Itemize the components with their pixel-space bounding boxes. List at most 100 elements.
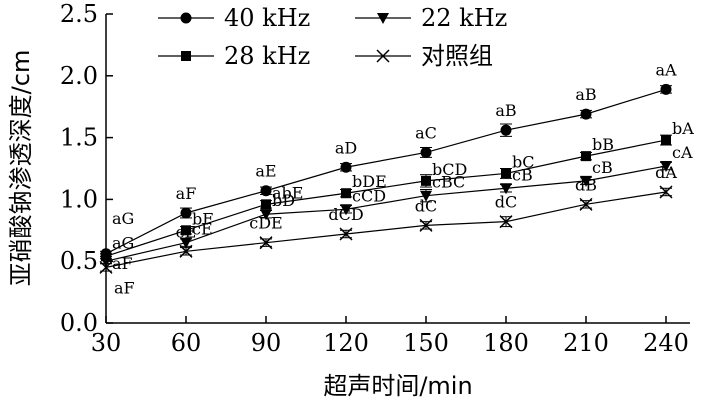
data-point-x	[659, 185, 673, 199]
y-tick-label: 2.0	[60, 62, 98, 90]
significance-label: bA	[672, 119, 694, 138]
data-point-square	[581, 151, 591, 162]
data-point-triangle	[180, 237, 192, 249]
data-point-x	[179, 244, 193, 258]
x-tick-label: 180	[483, 329, 529, 357]
y-tick-label: 2.5	[60, 0, 98, 28]
significance-label: dC	[415, 196, 437, 215]
y-tick-label: 0.0	[60, 309, 98, 337]
significance-label: aF	[112, 254, 133, 273]
data-point-circle	[180, 12, 192, 24]
data-point-square	[421, 175, 431, 186]
significance-label: bDE	[352, 172, 387, 191]
x-tick-label: 120	[323, 329, 369, 357]
data-point-circle	[500, 124, 512, 136]
data-point-x	[339, 227, 353, 241]
data-point-circle	[580, 108, 592, 120]
significance-label: bB	[592, 135, 614, 154]
series-x	[99, 185, 673, 274]
data-point-circle	[420, 146, 432, 158]
plot-area: 0.0 0.5 1.0 1.5 2.0 2.5 30 60 90 120 150 180 210 240…	[60, 0, 694, 357]
series-line	[105, 139, 667, 257]
series-line	[105, 191, 667, 268]
y-axis-title: 亚硝酸钠渗透深度/cm	[7, 50, 35, 287]
series-line	[105, 88, 667, 255]
significance-label: aC	[415, 123, 437, 142]
significance-label: bCD	[432, 160, 467, 179]
x-axis-title: 超声时间/min	[323, 372, 472, 400]
legend-item: 40 kHz	[158, 4, 310, 32]
significance-label: cB	[512, 165, 533, 184]
significance-label: aA	[655, 60, 677, 79]
data-point-triangle	[420, 190, 432, 202]
significance-label: dC	[495, 193, 517, 212]
significance-label: bD	[272, 191, 295, 210]
legend-item: 28 kHz	[158, 42, 310, 70]
data-point-x	[499, 215, 513, 229]
significance-label: aB	[575, 85, 596, 104]
data-point-circle	[340, 161, 352, 173]
y-tick-label: 1.0	[60, 185, 98, 213]
legend-label: 40 kHz	[224, 4, 310, 32]
significance-label: aB	[495, 101, 516, 120]
x-tick-label: 240	[643, 329, 689, 357]
significance-label: dB	[575, 175, 597, 194]
significance-label: aF	[114, 278, 135, 297]
data-point-circle	[660, 83, 672, 95]
data-point-x	[419, 218, 433, 232]
significance-label: dA	[655, 163, 677, 182]
legend-label: 28 kHz	[224, 42, 310, 70]
significance-label: cA	[672, 143, 693, 162]
significance-label: aF	[176, 184, 197, 203]
x-axis-ticks: 30 60 90 120 150 180 210 240	[91, 316, 689, 357]
legend-item: 22 kHz	[355, 4, 507, 32]
data-point-square	[261, 199, 271, 210]
significance-label: cE	[176, 222, 197, 241]
data-point-x	[579, 197, 593, 211]
legend-label: 对照组	[421, 42, 493, 70]
data-point-triangle	[660, 161, 672, 173]
significance-label: dCD	[328, 205, 363, 224]
data-point-square	[341, 188, 351, 199]
data-point-x	[99, 260, 113, 274]
significance-label: abE	[272, 183, 303, 202]
significance-label: aG	[112, 209, 134, 228]
significance-label: cBC	[432, 173, 465, 192]
significance-label: cCD	[352, 186, 386, 205]
x-tick-label: 60	[171, 329, 202, 357]
legend: 40 kHz 22 kHz 28 kHz 对照组	[158, 4, 507, 70]
data-point-circle	[260, 185, 272, 197]
legend-item: 对照组	[355, 42, 493, 70]
significance-label: bC	[512, 152, 534, 171]
significance-label: aG	[112, 233, 134, 252]
data-point-triangle	[260, 209, 272, 221]
y-tick-label: 1.5	[60, 124, 98, 152]
data-point-square	[101, 251, 111, 262]
significance-label: cDE	[249, 214, 282, 233]
data-point-square	[181, 225, 191, 236]
data-point-square	[501, 168, 511, 179]
legend-label: 22 kHz	[421, 4, 507, 32]
data-point-x	[259, 236, 273, 250]
y-axis-ticks: 0.0 0.5 1.0 1.5 2.0 2.5	[60, 0, 113, 337]
significance-label: bF	[192, 209, 213, 228]
data-point-square	[181, 51, 191, 61]
significance-labels: aG aF aE aD aC aB aB aA aF cE bD cCD cBC cB cB cA aG bF ab…	[112, 60, 694, 297]
series-line	[105, 165, 667, 262]
data-point-triangle	[340, 204, 352, 216]
data-point-triangle	[500, 183, 512, 195]
data-point-triangle	[580, 175, 592, 187]
significance-label: cE	[192, 220, 213, 239]
x-tick-label: 30	[91, 329, 122, 357]
significance-label: cB	[592, 158, 613, 177]
data-point-x	[376, 49, 390, 63]
x-tick-label: 90	[251, 329, 282, 357]
data-point-square	[661, 135, 671, 146]
x-tick-label: 210	[563, 329, 609, 357]
series-square	[100, 134, 672, 262]
significance-label: aE	[255, 162, 276, 181]
significance-label: aD	[335, 138, 357, 157]
data-point-triangle	[377, 13, 389, 24]
y-tick-label: 0.5	[60, 247, 98, 275]
